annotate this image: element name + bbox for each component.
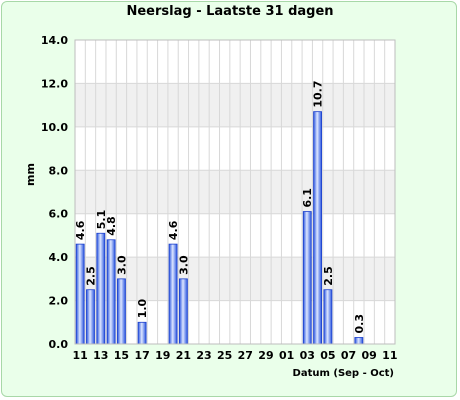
bar (117, 278, 126, 345)
bar-data-label: 4.8 (105, 216, 118, 236)
bar (137, 321, 147, 345)
x-tick-label: 25 (217, 349, 232, 362)
x-tick-label: 17 (134, 349, 149, 362)
bar-data-label: 1.0 (136, 298, 149, 318)
y-tick-label: 6.0 (49, 208, 69, 221)
y-tick-label: 0.0 (49, 338, 69, 351)
y-tick-label: 10.0 (41, 121, 68, 134)
x-tick-label: 15 (114, 349, 129, 362)
x-tick-label: 21 (176, 349, 191, 362)
bar (302, 211, 312, 345)
bar-data-label: 3.0 (177, 255, 190, 275)
x-tick-label: 07 (341, 349, 356, 362)
x-tick-label: 29 (258, 349, 273, 362)
bar (354, 337, 364, 345)
x-tick-label: 09 (362, 349, 377, 362)
x-tick-label: 13 (93, 349, 108, 362)
bar (106, 239, 116, 345)
bar-data-label: 5.1 (95, 210, 108, 230)
bar (96, 232, 106, 345)
x-tick-label: 05 (320, 349, 335, 362)
bar-data-label: 6.1 (301, 188, 314, 208)
bar (323, 289, 333, 345)
grid-band (75, 83, 395, 127)
x-tick-label: 11 (382, 349, 397, 362)
grid-band (75, 257, 395, 301)
grid-band (75, 170, 395, 214)
x-tick-label: 27 (238, 349, 253, 362)
x-tick-label: 03 (300, 349, 315, 362)
y-tick-label: 14.0 (41, 34, 68, 47)
x-tick-label: 23 (196, 349, 211, 362)
bar (86, 289, 95, 345)
x-tick-label: 01 (279, 349, 294, 362)
bar-data-label: 2.5 (84, 266, 97, 286)
y-tick-label: 4.0 (49, 251, 69, 264)
chart-title: Neerslag - Laatste 31 dagen (126, 4, 334, 19)
bar-data-label: 0.3 (353, 314, 366, 334)
y-tick-label: 2.0 (49, 295, 69, 308)
bar-data-label: 10.7 (312, 81, 325, 108)
bar-data-label: 3.0 (115, 255, 128, 275)
bar-data-label: 4.6 (167, 220, 180, 240)
bar (75, 243, 85, 345)
bar-data-label: 4.6 (74, 220, 87, 240)
bar (313, 111, 322, 345)
x-axis-label: Datum (Sep - Oct) (292, 368, 394, 379)
x-tick-label: 11 (73, 349, 88, 362)
y-tick-label: 12.0 (41, 77, 68, 90)
bar (168, 243, 178, 345)
x-tick-label: 19 (155, 349, 170, 362)
bar (178, 278, 188, 345)
bar-data-label: 2.5 (322, 266, 335, 286)
y-tick-label: 8.0 (49, 164, 69, 177)
plot-border (74, 39, 396, 345)
